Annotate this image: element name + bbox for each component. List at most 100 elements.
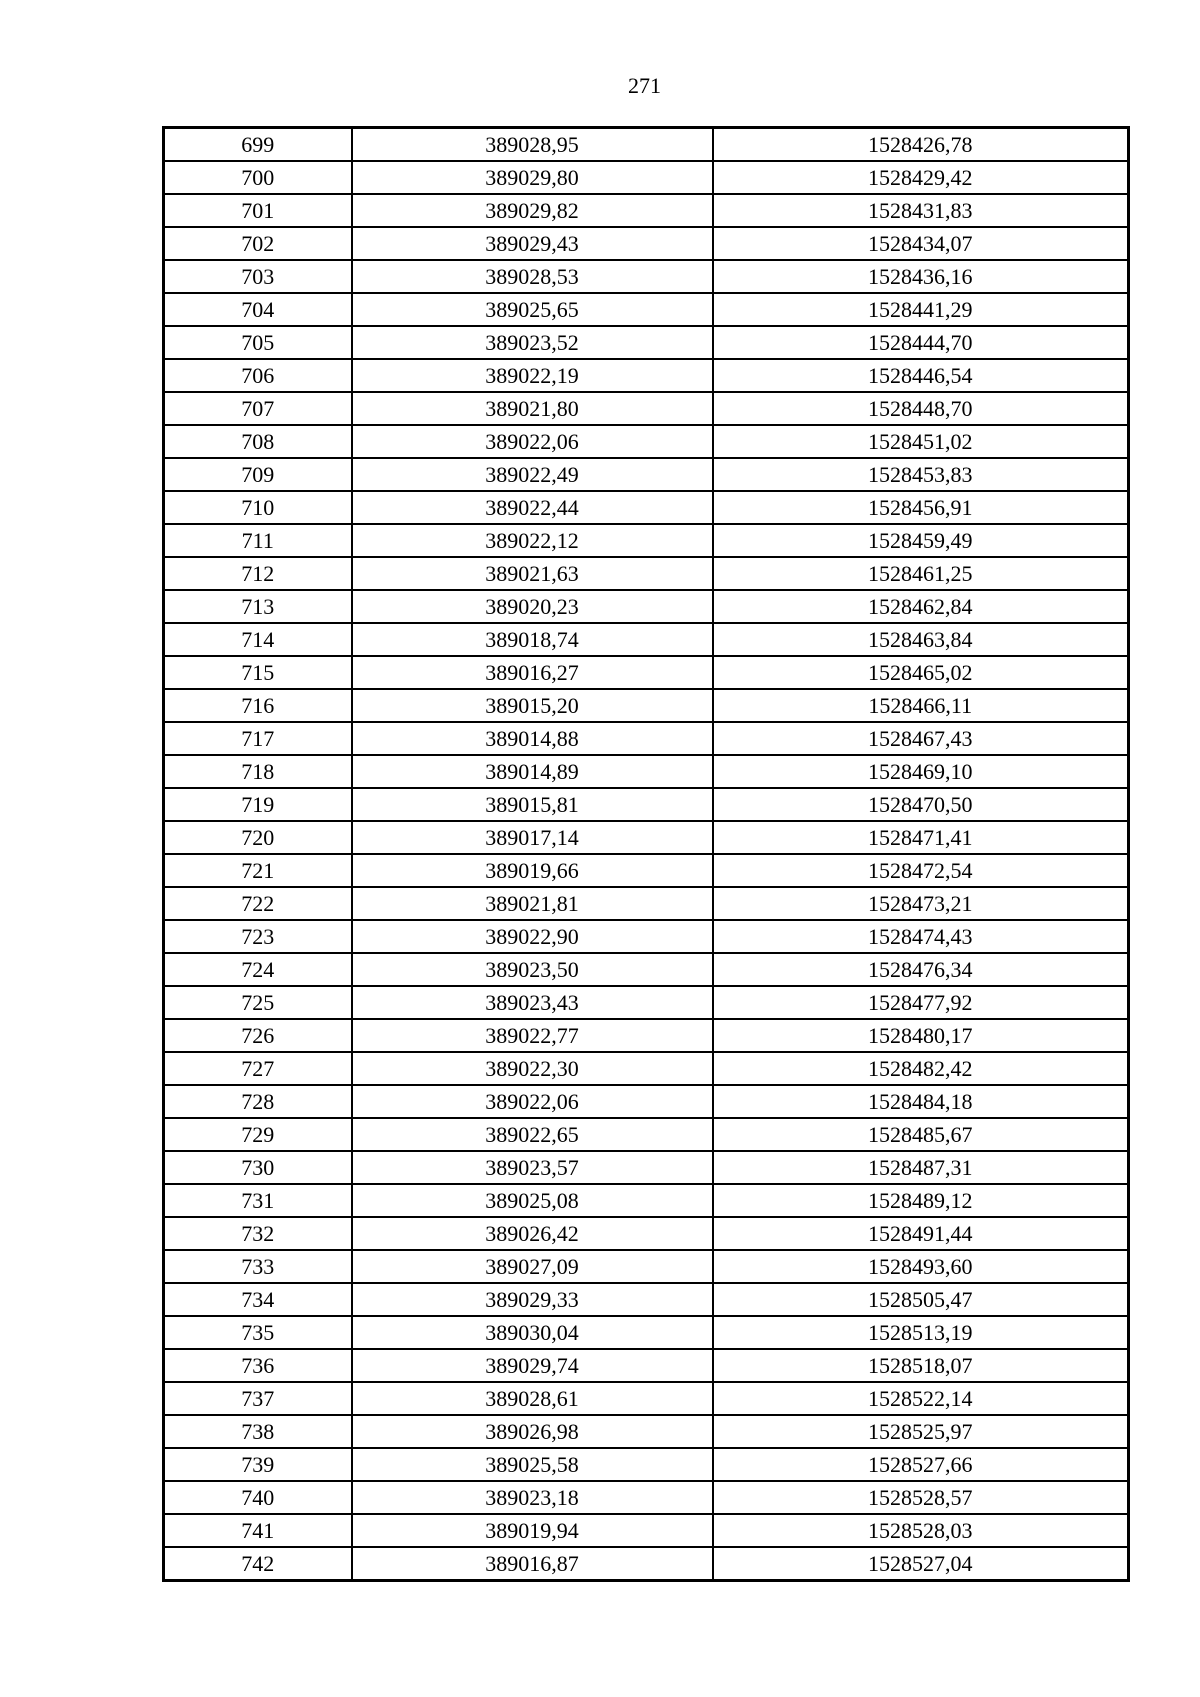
x-value-cell: 389025,58 — [350, 1447, 714, 1482]
y-value-cell: 1528465,02 — [711, 655, 1130, 690]
y-value-cell: 1528527,04 — [711, 1546, 1130, 1582]
y-value-cell: 1528528,03 — [711, 1513, 1130, 1548]
y-value-cell: 1528444,70 — [711, 325, 1130, 360]
index-cell: 703 — [162, 259, 353, 294]
index-cell: 731 — [162, 1183, 353, 1218]
index-cell: 707 — [162, 391, 353, 426]
x-value-cell: 389028,53 — [350, 259, 714, 294]
y-value-cell: 1528528,57 — [711, 1480, 1130, 1515]
y-value-cell: 1528485,67 — [711, 1117, 1130, 1152]
x-value-cell: 389014,88 — [350, 721, 714, 756]
index-cell: 717 — [162, 721, 353, 756]
index-cell: 704 — [162, 292, 353, 327]
table-row: 712 389021,63 1528461,25 — [162, 556, 1130, 591]
table-row: 717 389014,88 1528467,43 — [162, 721, 1130, 756]
x-value-cell: 389029,43 — [350, 226, 714, 261]
y-value-cell: 1528474,43 — [711, 919, 1130, 954]
x-value-cell: 389028,95 — [350, 126, 714, 162]
y-value-cell: 1528482,42 — [711, 1051, 1130, 1086]
x-value-cell: 389015,20 — [350, 688, 714, 723]
table-row: 742 389016,87 1528527,04 — [162, 1546, 1130, 1582]
x-value-cell: 389018,74 — [350, 622, 714, 657]
y-value-cell: 1528467,43 — [711, 721, 1130, 756]
index-cell: 718 — [162, 754, 353, 789]
table-row: 740 389023,18 1528528,57 — [162, 1480, 1130, 1515]
x-value-cell: 389023,50 — [350, 952, 714, 987]
x-value-cell: 389029,80 — [350, 160, 714, 195]
index-cell: 738 — [162, 1414, 353, 1449]
x-value-cell: 389022,12 — [350, 523, 714, 558]
index-cell: 709 — [162, 457, 353, 492]
index-cell: 715 — [162, 655, 353, 690]
index-cell: 725 — [162, 985, 353, 1020]
y-value-cell: 1528456,91 — [711, 490, 1130, 525]
x-value-cell: 389015,81 — [350, 787, 714, 822]
table-row: 710 389022,44 1528456,91 — [162, 490, 1130, 525]
table-body: 699 389028,95 1528426,78 700 389029,80 152842… — [162, 126, 1130, 1582]
x-value-cell: 389022,19 — [350, 358, 714, 393]
table-row: 716 389015,20 1528466,11 — [162, 688, 1130, 723]
table-row: 715 389016,27 1528465,02 — [162, 655, 1130, 690]
x-value-cell: 389027,09 — [350, 1249, 714, 1284]
index-cell: 723 — [162, 919, 353, 954]
index-cell: 716 — [162, 688, 353, 723]
y-value-cell: 1528473,21 — [711, 886, 1130, 921]
x-value-cell: 389022,06 — [350, 424, 714, 459]
x-value-cell: 389017,14 — [350, 820, 714, 855]
index-cell: 742 — [162, 1546, 353, 1582]
table-row: 703 389028,53 1528436,16 — [162, 259, 1130, 294]
table-row: 722 389021,81 1528473,21 — [162, 886, 1130, 921]
index-cell: 713 — [162, 589, 353, 624]
index-cell: 736 — [162, 1348, 353, 1383]
index-cell: 705 — [162, 325, 353, 360]
index-cell: 706 — [162, 358, 353, 393]
table-row: 719 389015,81 1528470,50 — [162, 787, 1130, 822]
table-row: 720 389017,14 1528471,41 — [162, 820, 1130, 855]
table-row: 741 389019,94 1528528,03 — [162, 1513, 1130, 1548]
table-row: 735 389030,04 1528513,19 — [162, 1315, 1130, 1350]
x-value-cell: 389022,06 — [350, 1084, 714, 1119]
index-cell: 702 — [162, 226, 353, 261]
table-row: 705 389023,52 1528444,70 — [162, 325, 1130, 360]
y-value-cell: 1528489,12 — [711, 1183, 1130, 1218]
table-row: 713 389020,23 1528462,84 — [162, 589, 1130, 624]
index-cell: 720 — [162, 820, 353, 855]
x-value-cell: 389026,42 — [350, 1216, 714, 1251]
y-value-cell: 1528472,54 — [711, 853, 1130, 888]
y-value-cell: 1528463,84 — [711, 622, 1130, 657]
x-value-cell: 389019,94 — [350, 1513, 714, 1548]
table-row: 724 389023,50 1528476,34 — [162, 952, 1130, 987]
table-row: 728 389022,06 1528484,18 — [162, 1084, 1130, 1119]
x-value-cell: 389021,80 — [350, 391, 714, 426]
table-row: 706 389022,19 1528446,54 — [162, 358, 1130, 393]
index-cell: 727 — [162, 1051, 353, 1086]
x-value-cell: 389019,66 — [350, 853, 714, 888]
x-value-cell: 389020,23 — [350, 589, 714, 624]
x-value-cell: 389022,77 — [350, 1018, 714, 1053]
y-value-cell: 1528477,92 — [711, 985, 1130, 1020]
x-value-cell: 389016,87 — [350, 1546, 714, 1582]
index-cell: 708 — [162, 424, 353, 459]
table-row: 730 389023,57 1528487,31 — [162, 1150, 1130, 1185]
x-value-cell: 389023,43 — [350, 985, 714, 1020]
table-row: 738 389026,98 1528525,97 — [162, 1414, 1130, 1449]
index-cell: 732 — [162, 1216, 353, 1251]
index-cell: 719 — [162, 787, 353, 822]
table-row: 709 389022,49 1528453,83 — [162, 457, 1130, 492]
x-value-cell: 389016,27 — [350, 655, 714, 690]
x-value-cell: 389022,90 — [350, 919, 714, 954]
x-value-cell: 389021,81 — [350, 886, 714, 921]
table-row: 726 389022,77 1528480,17 — [162, 1018, 1130, 1053]
table-row: 734 389029,33 1528505,47 — [162, 1282, 1130, 1317]
y-value-cell: 1528518,07 — [711, 1348, 1130, 1383]
table-row: 721 389019,66 1528472,54 — [162, 853, 1130, 888]
index-cell: 739 — [162, 1447, 353, 1482]
index-cell: 700 — [162, 160, 353, 195]
table-row: 725 389023,43 1528477,92 — [162, 985, 1130, 1020]
x-value-cell: 389026,98 — [350, 1414, 714, 1449]
y-value-cell: 1528436,16 — [711, 259, 1130, 294]
table-row: 702 389029,43 1528434,07 — [162, 226, 1130, 261]
index-cell: 726 — [162, 1018, 353, 1053]
y-value-cell: 1528446,54 — [711, 358, 1130, 393]
table-row: 708 389022,06 1528451,02 — [162, 424, 1130, 459]
